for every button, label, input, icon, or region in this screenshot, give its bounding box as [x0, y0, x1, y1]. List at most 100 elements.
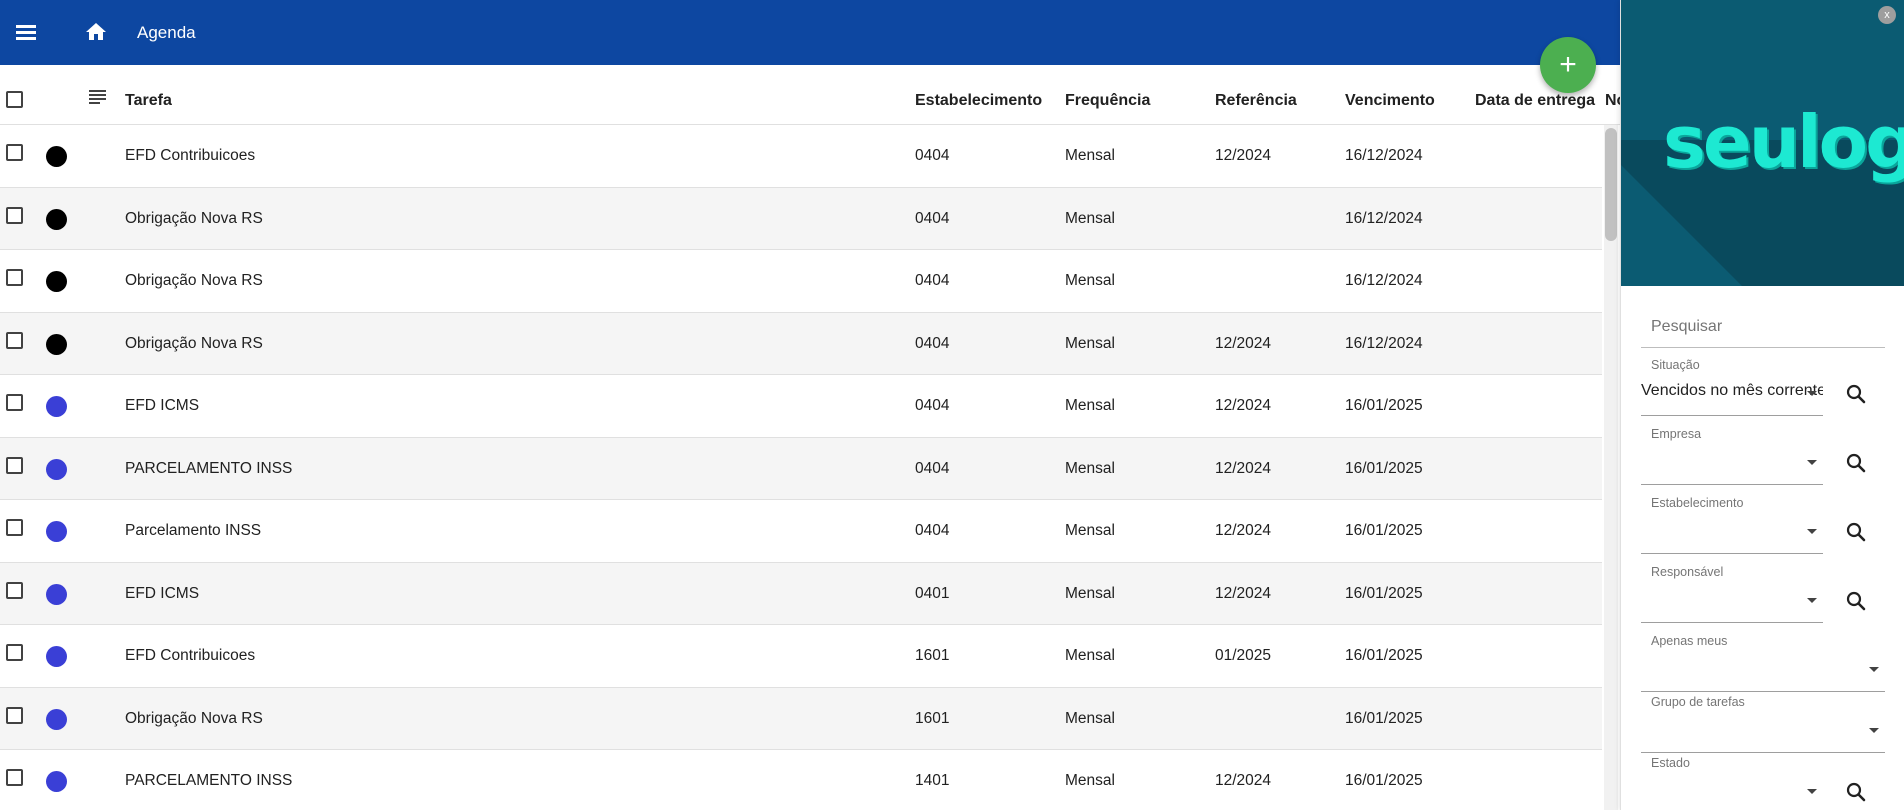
cell-referencia: 12/2024 [1215, 772, 1272, 789]
table-row[interactable]: Obrigação Nova RS 1601 Mensal 16/01/2025 [0, 687, 1602, 750]
cell-tarefa: Obrigação Nova RS [125, 272, 263, 289]
column-header-no[interactable]: No [1605, 92, 1620, 109]
cell-frequencia: Mensal [1065, 709, 1115, 727]
filter-select-4[interactable]: Apenas meus [1641, 634, 1885, 692]
row-checkbox[interactable] [6, 519, 23, 536]
cell-vencimento: 16/01/2025 [1345, 772, 1423, 789]
table-scrollbar[interactable] [1604, 125, 1618, 810]
cell-referencia: 12/2024 [1215, 522, 1272, 539]
status-dot-icon [46, 271, 67, 292]
filter-label: Responsável [1651, 565, 1724, 579]
chevron-down-icon[interactable] [1869, 728, 1879, 733]
status-dot-icon [46, 333, 67, 355]
cell-tarefa: Parcelamento INSS [125, 522, 262, 539]
cell-frequencia: Mensal [1065, 272, 1115, 289]
cell-estabelecimento: 1401 [915, 772, 950, 789]
cell-estabelecimento: 1601 [915, 647, 950, 664]
cell-vencimento: 16/01/2025 [1345, 647, 1423, 664]
search-icon[interactable] [1844, 382, 1868, 406]
chevron-down-icon[interactable] [1807, 529, 1817, 534]
cell-tarefa: Obrigação Nova RS [125, 209, 263, 227]
table-row[interactable]: EFD Contribuicoes 1601 Mensal 01/2025 16/01/… [0, 625, 1602, 688]
filter-select-6[interactable]: Estado [1641, 756, 1823, 810]
chevron-down-icon[interactable] [1869, 667, 1879, 672]
table-row[interactable]: Parcelamento INSS 0404 Mensal 12/2024 16/01/… [0, 500, 1602, 563]
cell-vencimento: 16/01/2025 [1345, 584, 1423, 602]
close-panel-button[interactable]: x [1878, 6, 1896, 24]
cell-tarefa: EFD Contribuicoes [125, 147, 256, 164]
search-icon[interactable] [1844, 780, 1868, 804]
row-checkbox[interactable] [6, 206, 23, 224]
chevron-down-icon[interactable] [1807, 391, 1817, 396]
select-all-checkbox[interactable] [6, 91, 23, 108]
cell-estabelecimento: 0404 [915, 522, 950, 539]
filter-select-5[interactable]: Grupo de tarefas [1641, 695, 1885, 753]
filter-panel: seulogo x Situação Vencidos no mês corren… [1620, 0, 1904, 810]
table-row[interactable]: EFD ICMS 0401 Mensal 12/2024 16/01/2025 [0, 562, 1602, 625]
row-checkbox[interactable] [6, 706, 23, 724]
table-header: Tarefa Estabelecimento Frequência Referê… [0, 65, 1620, 125]
cell-frequencia: Mensal [1065, 147, 1115, 164]
filter-select-3[interactable]: Responsável [1641, 565, 1823, 623]
search-icon[interactable] [1844, 451, 1868, 475]
cell-tarefa: Obrigação Nova RS [125, 334, 263, 352]
table-row[interactable]: PARCELAMENTO INSS 0404 Mensal 12/2024 16/01/… [0, 437, 1602, 500]
row-checkbox[interactable] [6, 581, 23, 599]
cell-referencia: 12/2024 [1215, 459, 1272, 477]
home-icon[interactable] [84, 20, 108, 44]
filter-label: Empresa [1651, 427, 1702, 441]
status-dot-icon [46, 583, 67, 605]
row-checkbox[interactable] [6, 394, 23, 411]
row-checkbox[interactable] [6, 144, 23, 161]
chevron-down-icon[interactable] [1807, 789, 1817, 794]
row-checkbox[interactable] [6, 644, 23, 661]
row-checkbox[interactable] [6, 331, 23, 349]
row-checkbox[interactable] [6, 269, 23, 286]
row-checkbox[interactable] [6, 769, 23, 786]
chevron-down-icon[interactable] [1807, 460, 1817, 465]
tasks-table: Tarefa Estabelecimento Frequência Referê… [0, 65, 1620, 810]
cell-referencia: 12/2024 [1215, 334, 1272, 352]
row-checkbox[interactable] [6, 456, 23, 474]
page-title: Agenda [137, 23, 196, 42]
menu-icon[interactable] [14, 20, 38, 44]
search-input[interactable] [1641, 306, 1885, 348]
table-row[interactable]: Obrigação Nova RS 0404 Mensal 16/12/2024 [0, 187, 1602, 250]
cell-tarefa: EFD ICMS [125, 584, 200, 602]
logo-area: seulogo x [1621, 0, 1904, 286]
search-icon[interactable] [1844, 520, 1868, 544]
table-row[interactable]: PARCELAMENTO INSS 1401 Mensal 12/2024 16/01/… [0, 750, 1602, 810]
cell-referencia: 12/2024 [1215, 147, 1272, 164]
column-header-data-de-entrega[interactable]: Data de entrega [1475, 92, 1596, 109]
filter-select-0[interactable]: Situação Vencidos no mês corrente [1641, 358, 1823, 416]
add-task-button[interactable]: + [1540, 37, 1596, 93]
search-icon[interactable] [1844, 589, 1868, 613]
status-dot-icon [46, 208, 67, 230]
top-app-bar: Agenda [0, 0, 1620, 65]
chevron-down-icon[interactable] [1807, 598, 1817, 603]
column-header-estabelecimento[interactable]: Estabelecimento [915, 92, 1043, 109]
column-header-frequencia[interactable]: Frequência [1065, 92, 1151, 109]
cell-tarefa: EFD Contribuicoes [125, 647, 256, 664]
table-row[interactable]: EFD ICMS 0404 Mensal 12/2024 16/01/2025 [0, 375, 1602, 438]
column-settings-icon[interactable] [89, 90, 106, 106]
cell-vencimento: 16/01/2025 [1345, 397, 1423, 414]
status-dot-icon [46, 771, 67, 792]
cell-vencimento: 16/01/2025 [1345, 459, 1423, 477]
cell-estabelecimento: 0404 [915, 147, 950, 164]
table-row[interactable]: Obrigação Nova RS 0404 Mensal 16/12/2024 [0, 250, 1602, 313]
filter-select-2[interactable]: Estabelecimento [1641, 496, 1823, 554]
cell-frequencia: Mensal [1065, 209, 1115, 227]
column-header-vencimento[interactable]: Vencimento [1345, 92, 1435, 109]
cell-vencimento: 16/12/2024 [1345, 147, 1423, 164]
filter-label: Estado [1651, 756, 1690, 770]
cell-vencimento: 16/01/2025 [1345, 522, 1423, 539]
column-header-referencia[interactable]: Referência [1215, 92, 1297, 109]
cell-referencia: 12/2024 [1215, 397, 1272, 414]
filter-select-1[interactable]: Empresa [1641, 427, 1823, 485]
table-row[interactable]: Obrigação Nova RS 0404 Mensal 12/2024 16/12/… [0, 312, 1602, 375]
table-row[interactable]: EFD Contribuicoes 0404 Mensal 12/2024 16/12/… [0, 125, 1602, 188]
cell-estabelecimento: 0404 [915, 272, 950, 289]
table-scrollbar-thumb[interactable] [1605, 128, 1617, 241]
column-header-tarefa[interactable]: Tarefa [125, 92, 172, 109]
